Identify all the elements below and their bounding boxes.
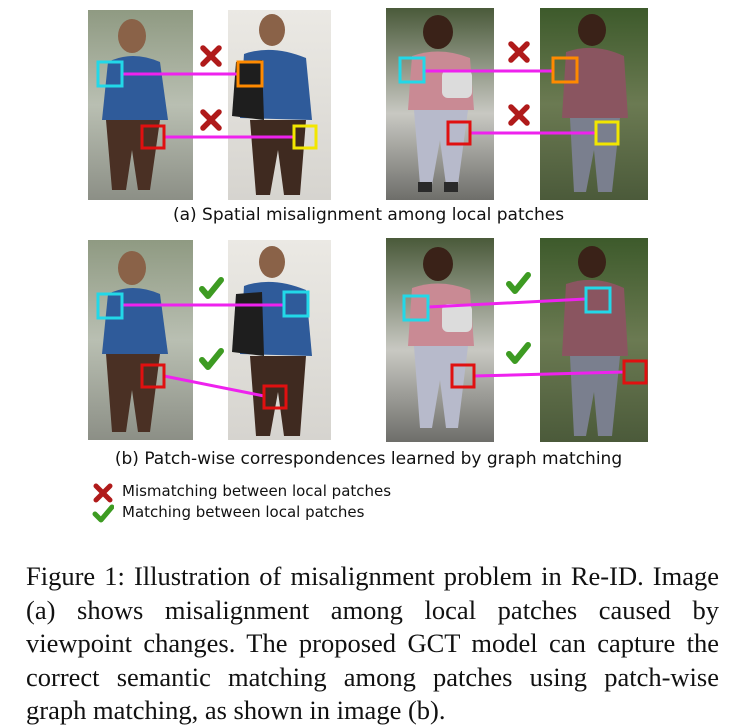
x-mark-icon [200, 45, 222, 67]
patch-box-red [262, 384, 288, 410]
check-mark-icon [199, 348, 224, 370]
check-mark-icon [506, 272, 531, 294]
panel-b-caption: (b) Patch-wise correspondences learned b… [114, 449, 623, 469]
patch-box-orange [551, 56, 579, 84]
patch-box-cyan [96, 292, 124, 320]
patch-box-cyan [96, 60, 124, 88]
person-image-b1-right [228, 240, 331, 440]
person-image-b1-left [88, 240, 193, 440]
legend-mismatch-label: Mismatching between local patches [122, 482, 392, 500]
panel-a [88, 8, 648, 200]
patch-box-yellow [292, 124, 318, 150]
person-image-b2-left [386, 238, 494, 442]
x-mark-icon [508, 41, 530, 63]
patch-box-cyan [584, 286, 612, 314]
check-mark-icon [199, 277, 224, 299]
person-image-b2-right [540, 238, 648, 442]
patch-link [473, 370, 625, 378]
person-image-a1-right [228, 10, 331, 200]
patch-box-cyan [402, 294, 430, 322]
figure-1 [88, 8, 648, 442]
check-mark-icon [92, 504, 114, 523]
patch-box-red [446, 120, 472, 146]
panel-a-caption: (a) Spatial misalignment among local pat… [172, 205, 565, 225]
patch-box-orange [236, 60, 264, 88]
patch-box-cyan [398, 56, 426, 84]
patch-box-red [622, 359, 648, 385]
patch-box-red [450, 363, 476, 389]
patch-box-cyan [282, 290, 310, 318]
person-image-a2-left [386, 8, 494, 200]
x-mark-icon [508, 104, 530, 126]
figure-caption: Figure 1: Illustration of misalignment p… [26, 561, 719, 725]
patch-link [163, 374, 265, 398]
x-mark-icon [93, 483, 113, 503]
panel-b [88, 238, 648, 442]
patch-link [427, 297, 587, 309]
patch-box-red [140, 363, 166, 389]
person-image-a2-right [540, 8, 648, 200]
patch-box-yellow [594, 120, 620, 146]
x-mark-icon [200, 109, 222, 131]
check-mark-icon [506, 342, 531, 364]
legend-match-label: Matching between local patches [122, 503, 365, 521]
person-image-a1-left [88, 10, 193, 200]
patch-box-red [140, 124, 166, 150]
